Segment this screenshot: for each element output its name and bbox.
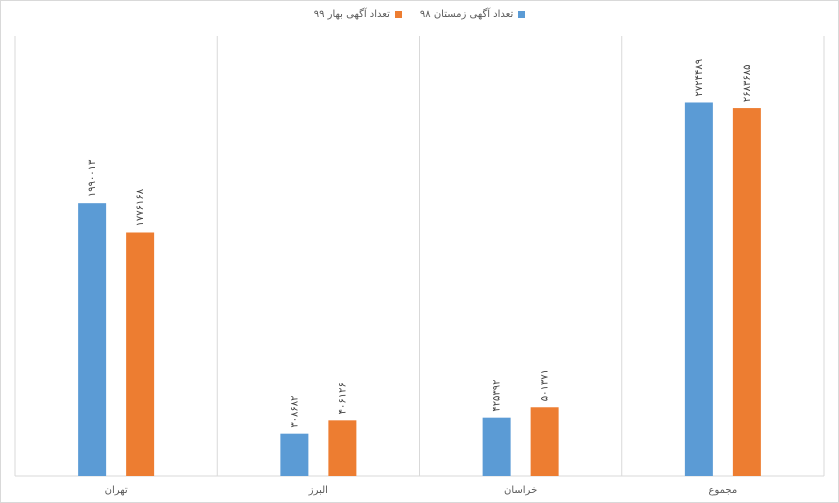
bar-spring <box>732 108 761 477</box>
bar-spring <box>328 420 357 476</box>
legend-swatch-winter <box>518 11 526 18</box>
legend-swatch-spring <box>394 11 402 18</box>
legend-label-winter: تعداد آگهی زمستان ۹۸ <box>419 9 514 20</box>
bar-winter <box>684 102 713 476</box>
data-label: ۳۰۸۶۸۲ <box>289 395 300 427</box>
legend-item-spring: تعداد آگهی بهار ۹۹ <box>314 9 402 20</box>
data-label: ۵۰۱۳۷۱ <box>540 369 551 401</box>
data-label: ۲۶۸۳۶۸۵ <box>742 64 753 102</box>
bar-spring <box>126 232 155 476</box>
category-label: تهران <box>105 485 128 496</box>
category-label: خراسان <box>504 485 537 496</box>
data-label: ۴۰۶۱۲۶ <box>337 382 348 414</box>
category-label: مجموع <box>709 485 738 496</box>
bar-winter <box>78 203 107 476</box>
legend-item-winter: تعداد آگهی زمستان ۹۸ <box>419 9 526 20</box>
bar-winter <box>482 417 511 476</box>
data-label: ۱۹۹۰۰۱۳ <box>87 159 98 197</box>
bar-spring <box>530 407 559 476</box>
category-label: البرز <box>308 485 328 496</box>
legend-label-spring: تعداد آگهی بهار ۹۹ <box>313 9 390 20</box>
data-label: ۲۷۲۴۴۸۹ <box>694 59 705 97</box>
data-label: ۱۷۷۶۱۶۸ <box>135 188 146 226</box>
bar-winter <box>280 433 309 476</box>
legend: تعداد آگهی زمستان ۹۸ تعداد آگهی بهار ۹۹ <box>1 9 838 20</box>
data-label: ۴۲۵۳۹۲ <box>492 379 503 411</box>
